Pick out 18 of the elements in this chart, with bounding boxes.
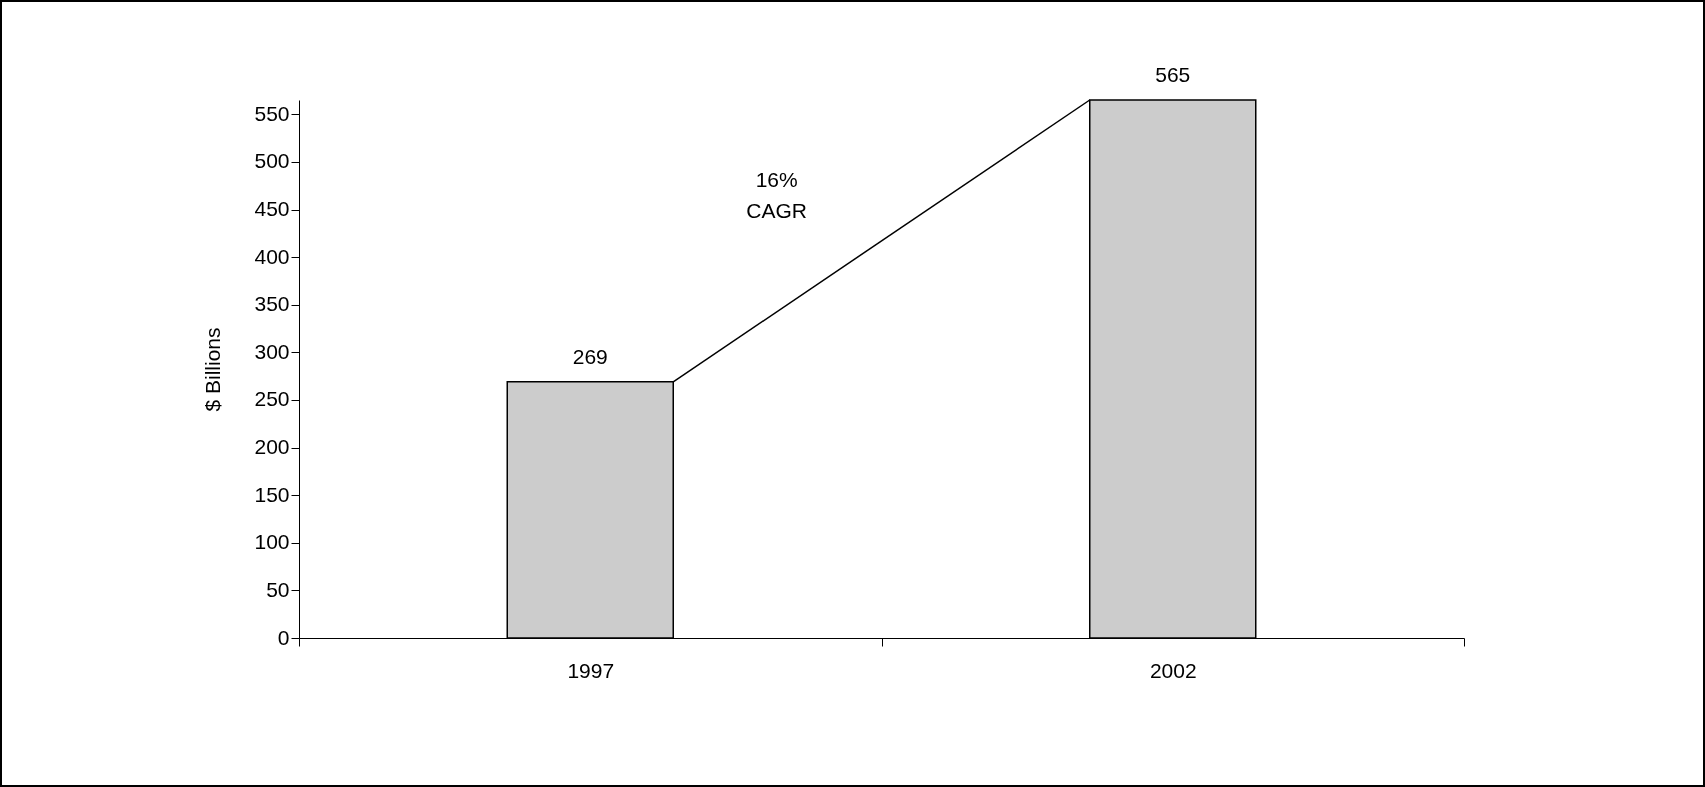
x-tick-label: 2002 — [1149, 658, 1197, 682]
y-tick-label: 100 — [254, 530, 290, 554]
y-axis-title: $ Billions — [201, 327, 225, 412]
y-tick-label: 300 — [254, 339, 290, 363]
data-label: 565 — [1155, 63, 1191, 86]
y-tick-label: 500 — [254, 149, 290, 173]
y-tick-label: 400 — [254, 244, 290, 268]
annotation: 16% CAGR — [746, 167, 807, 222]
y-tick-label: 450 — [254, 197, 290, 220]
y-tick-label: 550 — [254, 101, 290, 125]
y-tick-label: 200 — [254, 435, 290, 459]
y-tick-label: 0 — [277, 625, 290, 649]
x-tick-label: 1997 — [567, 658, 615, 682]
y-tick-label: 150 — [254, 482, 290, 506]
y-tick-label: 250 — [254, 387, 290, 411]
data-label: 269 — [572, 344, 608, 368]
y-tick-label: 350 — [254, 292, 290, 316]
y-tick-label: 50 — [266, 577, 290, 601]
